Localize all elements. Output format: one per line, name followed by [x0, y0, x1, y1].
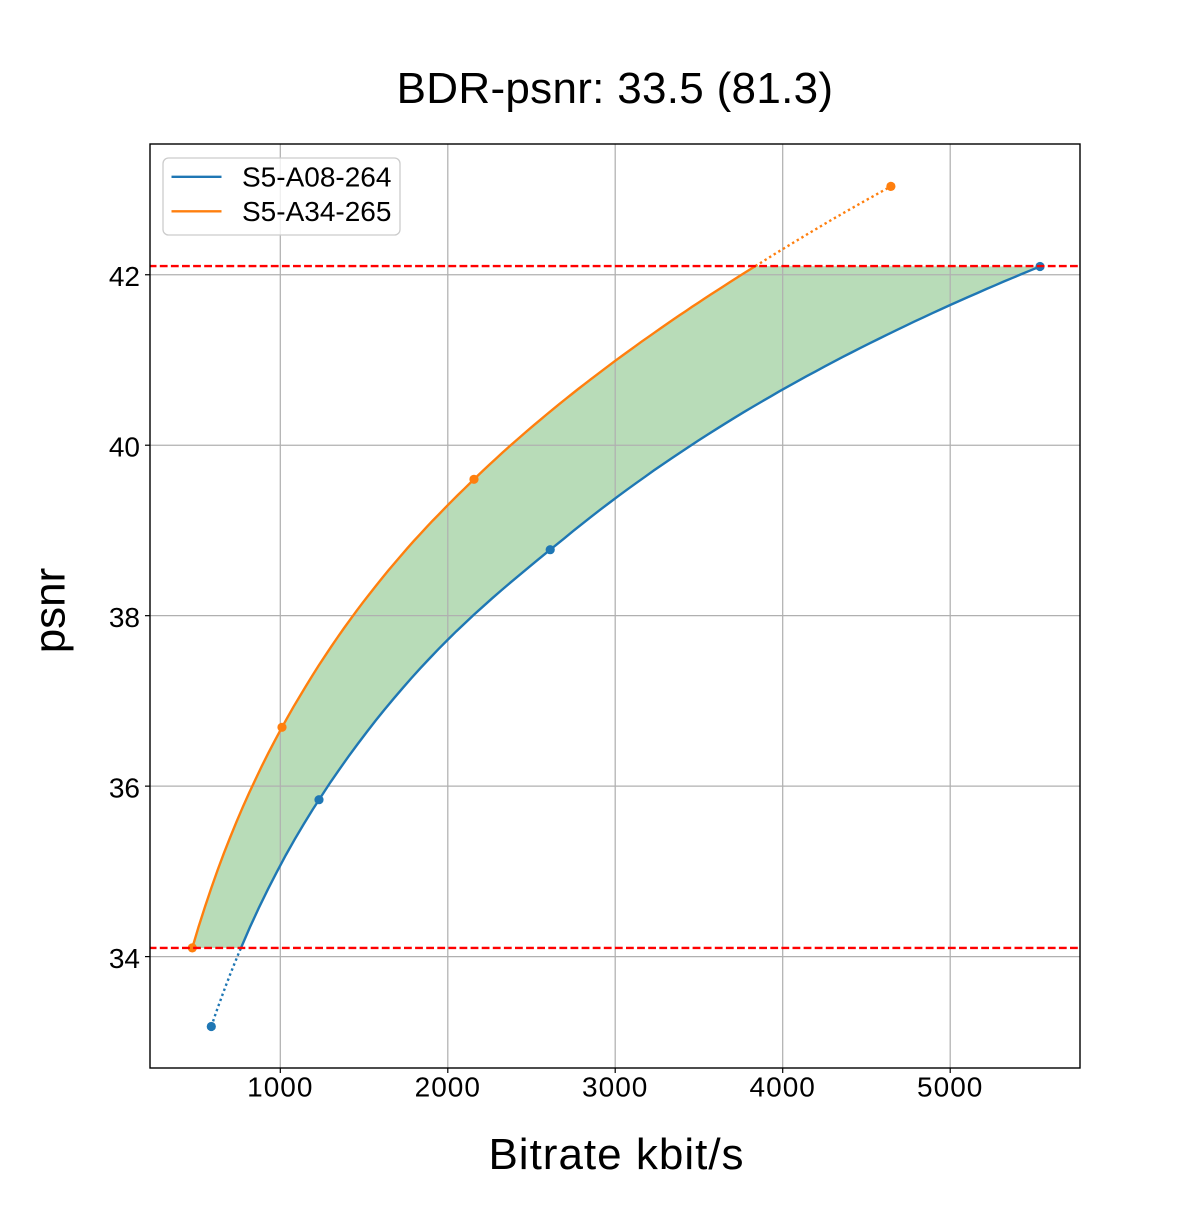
svg-text:42: 42	[109, 261, 140, 292]
svg-text:5000: 5000	[917, 1072, 983, 1103]
svg-text:1000: 1000	[247, 1072, 313, 1103]
svg-text:psnr: psnr	[26, 568, 75, 654]
svg-text:S5-A34-265: S5-A34-265	[242, 196, 391, 227]
svg-text:4000: 4000	[750, 1072, 816, 1103]
svg-text:2000: 2000	[415, 1072, 481, 1103]
svg-text:BDR-psnr: 33.5 (81.3): BDR-psnr: 33.5 (81.3)	[397, 64, 834, 113]
svg-text:36: 36	[109, 772, 140, 803]
svg-text:3000: 3000	[582, 1072, 648, 1103]
svg-text:34: 34	[109, 943, 140, 974]
svg-text:S5-A08-264: S5-A08-264	[242, 162, 391, 193]
svg-text:Bitrate kbit/s: Bitrate kbit/s	[488, 1130, 744, 1179]
svg-text:38: 38	[109, 602, 140, 633]
svg-text:40: 40	[109, 431, 140, 462]
